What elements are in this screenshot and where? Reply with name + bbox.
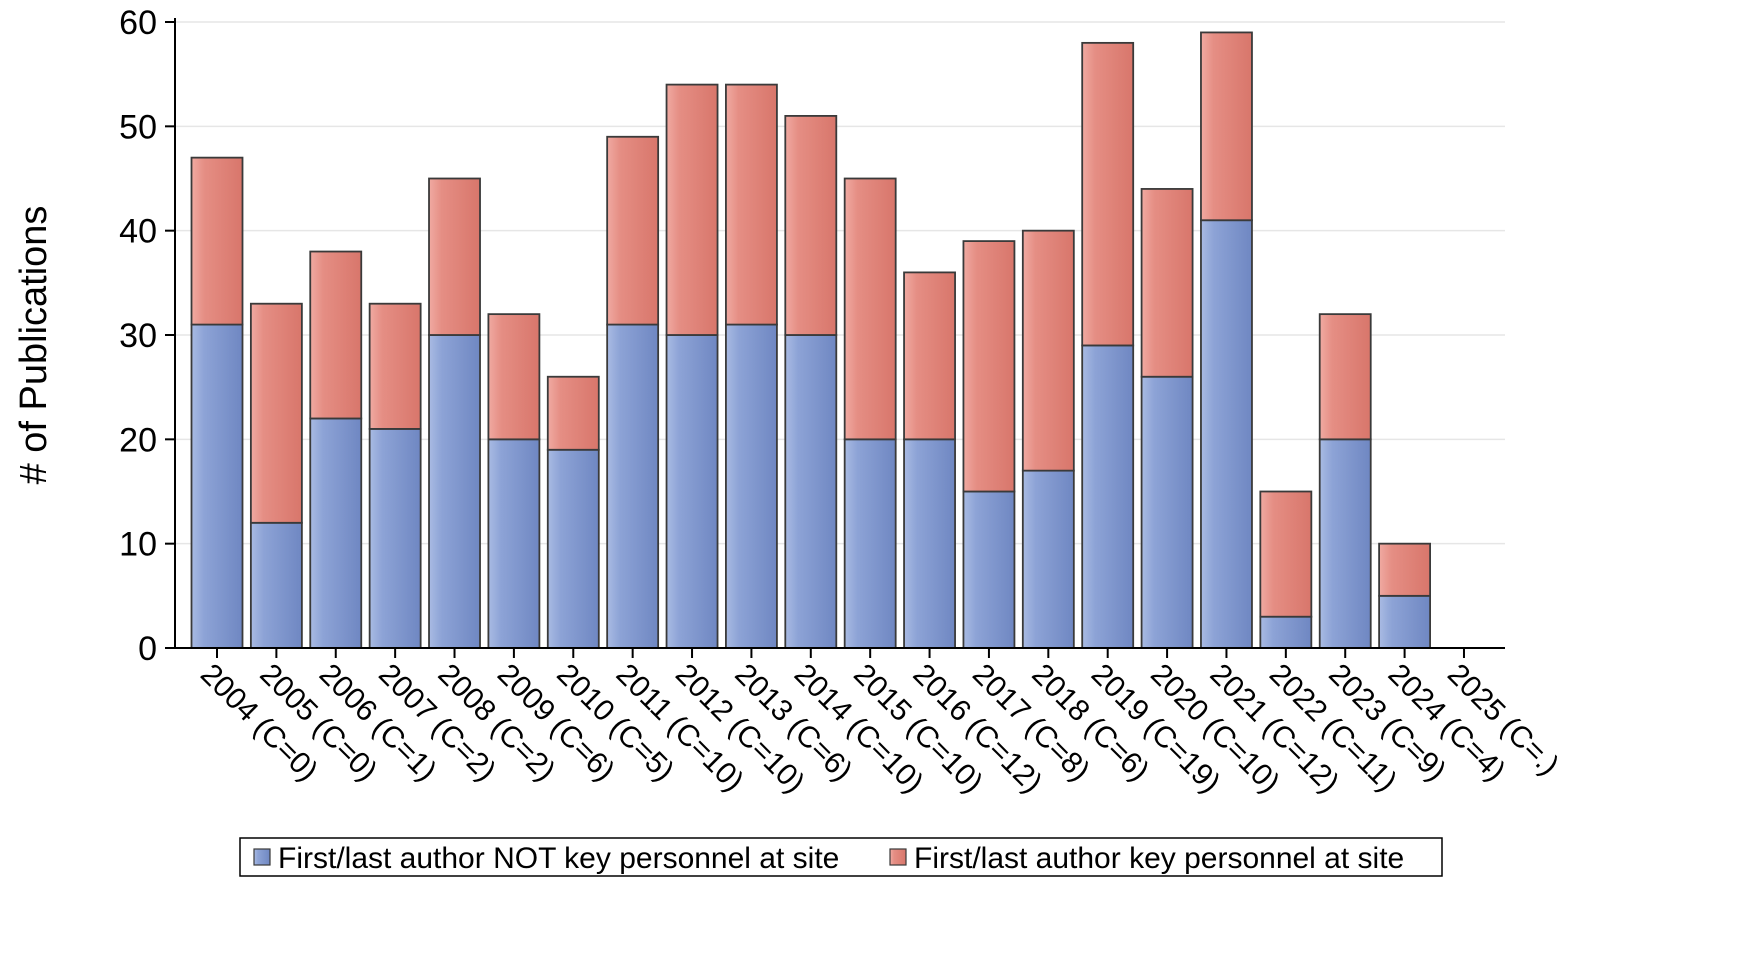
legend-label: First/last author key personnel at site [914,842,1404,875]
bar-key-personnel [903,271,956,441]
bar-key-personnel [725,83,778,326]
bar-key-personnel [606,135,660,326]
y-tick-label: 40 [119,213,157,251]
bar-key-personnel [1378,542,1431,597]
legend-swatch [889,848,907,866]
bars [190,31,1431,649]
bar-not-key-personnel [784,334,838,649]
bar-key-personnel [190,156,244,326]
legend: First/last author NOT key personnel at s… [239,837,1443,877]
bar-not-key-personnel [368,427,422,649]
y-tick-label: 20 [119,421,157,459]
bar-key-personnel [843,177,897,441]
bar-not-key-personnel [903,438,956,649]
bar-key-personnel [368,302,422,430]
legend-swatch [253,848,271,866]
bar-not-key-personnel [249,521,303,649]
bar-not-key-personnel [1140,375,1194,649]
bar-not-key-personnel [1200,219,1253,649]
bar-key-personnel [309,250,363,420]
bar-not-key-personnel [487,438,541,649]
bar-not-key-personnel [665,334,719,649]
bar-not-key-personnel [962,490,1016,649]
bar-not-key-personnel [1259,615,1313,649]
bar-key-personnel [1140,188,1194,378]
bar-not-key-personnel [606,323,660,649]
bar-key-personnel [546,375,600,451]
bar-key-personnel [784,115,838,336]
bar-key-personnel [1200,31,1253,222]
bar-key-personnel [665,83,719,336]
bar-key-personnel [1021,229,1075,472]
bar-not-key-personnel [1081,344,1135,649]
x-tick-labels: 2004 (C=0)2005 (C=0)2006 (C=1)2007 (C=2)… [194,648,1565,799]
legend-box [239,837,1443,877]
y-tick-label: 0 [138,630,157,668]
y-tick-label: 50 [119,108,157,146]
bar-not-key-personnel [1318,438,1372,649]
bar-key-personnel [1081,41,1135,347]
bar-not-key-personnel [309,417,363,649]
bar-not-key-personnel [843,438,897,649]
bar-not-key-personnel [428,334,481,649]
bar-key-personnel [962,240,1016,493]
y-tick-labels: 0 10 20 30 40 50 60 [119,4,175,668]
bar-not-key-personnel [190,323,244,649]
bar-key-personnel [428,177,481,336]
y-tick-label: 30 [119,317,157,355]
y-tick-label: 60 [119,4,157,42]
legend-label: First/last author NOT key personnel at s… [278,842,839,875]
bar-not-key-personnel [546,448,600,649]
bar-key-personnel [1318,313,1372,441]
bar-not-key-personnel [1021,469,1075,649]
y-axis-title: # of Publications [13,206,55,485]
y-tick-label: 10 [119,526,157,564]
bar-not-key-personnel [1378,594,1431,649]
bar-key-personnel [487,313,541,441]
bar-key-personnel [1259,490,1313,618]
bar-key-personnel [249,302,303,524]
bar-not-key-personnel [725,323,778,649]
